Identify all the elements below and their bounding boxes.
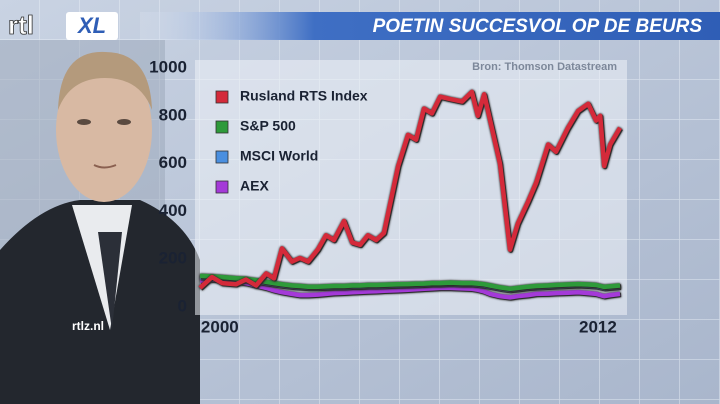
x-tick-label: 2000 bbox=[201, 317, 239, 336]
y-tick-label: 600 bbox=[159, 153, 187, 172]
series-line bbox=[198, 89, 622, 290]
title-banner bbox=[140, 12, 720, 40]
y-tick-label: 0 bbox=[178, 296, 187, 315]
series-line bbox=[199, 277, 621, 300]
logo-rtl: rtl bbox=[8, 10, 34, 40]
source: Bron: Thomson Datastream bbox=[472, 61, 617, 73]
logo-xl: XL bbox=[76, 13, 106, 38]
series-line bbox=[199, 273, 621, 292]
y-tick-label: 1000 bbox=[149, 57, 187, 76]
chart-title: POETIN SUCCESVOL OP DE BEURS bbox=[373, 16, 703, 37]
logo-box bbox=[66, 12, 118, 40]
legend-label: S&P 500 bbox=[240, 118, 296, 134]
y-tick-label: 200 bbox=[159, 249, 187, 268]
legend-label: Rusland RTS Index bbox=[240, 88, 368, 104]
watermark: rtlz.nl bbox=[72, 319, 104, 333]
legend-swatch bbox=[215, 90, 229, 104]
x-tick-label: 2012 bbox=[579, 317, 617, 336]
legend-swatch bbox=[215, 120, 229, 134]
y-tick-label: 400 bbox=[159, 201, 187, 220]
legend-swatch bbox=[215, 180, 229, 194]
legend-swatch bbox=[215, 150, 229, 164]
y-tick-label: 800 bbox=[159, 105, 187, 124]
photo bbox=[0, 40, 200, 404]
legend-label: AEX bbox=[240, 178, 269, 194]
legend-label: MSCI World bbox=[240, 148, 318, 164]
